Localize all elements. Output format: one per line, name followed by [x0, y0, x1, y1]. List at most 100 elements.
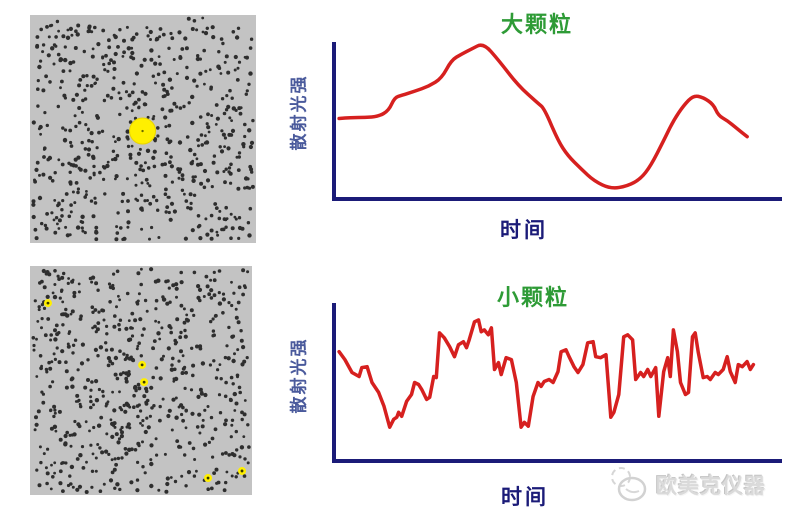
- small-dot-particle: [190, 411, 195, 416]
- small-dot-particle: [73, 201, 77, 205]
- small-dot-particle: [33, 227, 38, 232]
- small-dot-particle: [146, 425, 151, 430]
- small-dot-particle: [61, 300, 65, 304]
- small-dot-particle: [137, 341, 141, 345]
- small-dot-particle: [81, 466, 86, 470]
- small-dot-particle: [98, 170, 102, 175]
- chart-title-large-particle: 大颗粒: [500, 12, 573, 37]
- small-dot-particle: [240, 362, 245, 367]
- small-dot-particle: [169, 164, 174, 169]
- small-dot-particle: [139, 164, 143, 168]
- small-dot-particle: [184, 75, 190, 80]
- small-dot-particle: [209, 296, 214, 300]
- small-dot-particle: [118, 96, 123, 101]
- small-dot-particle: [87, 25, 91, 30]
- small-dot-particle: [73, 338, 78, 342]
- small-dot-particle: [70, 384, 75, 389]
- small-dot-particle: [216, 233, 220, 237]
- small-dot-particle: [70, 309, 75, 314]
- small-dot-particle: [163, 115, 168, 120]
- small-dot-particle: [71, 485, 75, 489]
- small-dot-particle: [140, 267, 143, 271]
- small-dot-particle: [33, 428, 37, 432]
- small-dot-particle: [219, 72, 223, 75]
- small-dot-particle: [212, 471, 217, 475]
- small-dot-particle: [230, 303, 234, 308]
- small-dot-particle: [83, 88, 87, 92]
- small-dot-particle: [96, 321, 101, 325]
- small-dot-particle: [236, 186, 241, 191]
- small-dot-particle: [68, 170, 72, 174]
- small-dot-particle: [77, 106, 82, 110]
- large-particle-chart: [332, 42, 782, 201]
- small-dot-particle: [170, 428, 174, 432]
- small-dot-particle: [31, 202, 36, 207]
- small-dot-particle: [73, 419, 77, 424]
- small-dot-particle: [246, 461, 250, 465]
- small-dot-particle: [120, 199, 125, 204]
- small-dot-particle: [86, 128, 90, 132]
- small-dot-particle: [93, 201, 98, 205]
- small-dot-particle: [130, 311, 135, 316]
- x-axis-label-top: 时间: [500, 219, 548, 242]
- small-dot-particle: [101, 389, 105, 394]
- small-dot-particle: [76, 187, 80, 191]
- small-dot-particle: [192, 474, 197, 478]
- intensity-curve: [337, 318, 756, 429]
- small-dot-particle: [245, 89, 249, 93]
- small-dot-particle: [78, 78, 83, 82]
- small-dot-particle: [93, 324, 97, 329]
- small-dot-particle: [58, 469, 63, 474]
- small-dot-particle: [174, 396, 178, 400]
- small-dot-particle: [222, 217, 227, 222]
- small-dot-particle: [51, 291, 55, 295]
- small-dot-particle: [241, 268, 246, 273]
- small-dot-particle: [151, 155, 156, 160]
- small-dot-particle: [69, 312, 73, 316]
- small-dot-particle: [213, 202, 218, 206]
- small-dot-particle: [93, 25, 97, 30]
- small-dot-particle: [139, 63, 144, 68]
- small-dot-particle: [109, 347, 114, 352]
- small-dot-particle: [246, 270, 250, 274]
- small-dot-particle: [90, 469, 95, 473]
- small-dot-particle: [145, 26, 149, 30]
- small-dot-particle: [215, 230, 219, 234]
- small-dot-particle: [149, 458, 153, 462]
- small-dot-particle: [49, 426, 54, 431]
- small-dot-particle: [78, 317, 83, 321]
- small-dot-particle: [161, 397, 165, 401]
- small-dot-particle: [140, 227, 144, 231]
- small-dot-particle: [64, 225, 68, 229]
- small-dot-particle: [167, 210, 171, 215]
- small-dot-particle: [51, 475, 55, 479]
- small-dot-particle: [205, 232, 210, 237]
- small-dot-particle: [35, 468, 39, 472]
- small-dot-particle: [214, 123, 218, 126]
- small-dot-particle: [40, 390, 44, 394]
- small-dot-particle: [230, 128, 236, 133]
- small-dot-particle: [149, 267, 154, 272]
- small-dot-particle: [121, 55, 125, 58]
- small-dot-particle: [115, 482, 120, 487]
- small-dot-particle: [161, 295, 165, 299]
- small-dot-particle: [139, 354, 143, 358]
- small-dot-particle: [45, 481, 49, 486]
- small-dot-particle: [224, 380, 228, 385]
- small-dot-particle: [66, 483, 71, 488]
- small-dot-particle: [80, 342, 85, 347]
- small-dot-particle: [120, 408, 124, 412]
- small-dot-particle: [115, 153, 120, 158]
- small-dot-particle: [179, 270, 183, 275]
- small-dot-particle: [127, 370, 131, 374]
- small-dot-particle: [229, 375, 234, 380]
- small-dot-particle: [114, 237, 119, 242]
- small-dot-particle: [233, 54, 238, 60]
- small-dot-particle: [96, 288, 100, 292]
- small-dot-particle: [149, 57, 154, 62]
- small-dot-particle: [213, 427, 218, 432]
- small-dot-particle: [175, 105, 179, 109]
- small-dot-particle: [113, 314, 117, 318]
- small-dot-particle: [90, 54, 95, 59]
